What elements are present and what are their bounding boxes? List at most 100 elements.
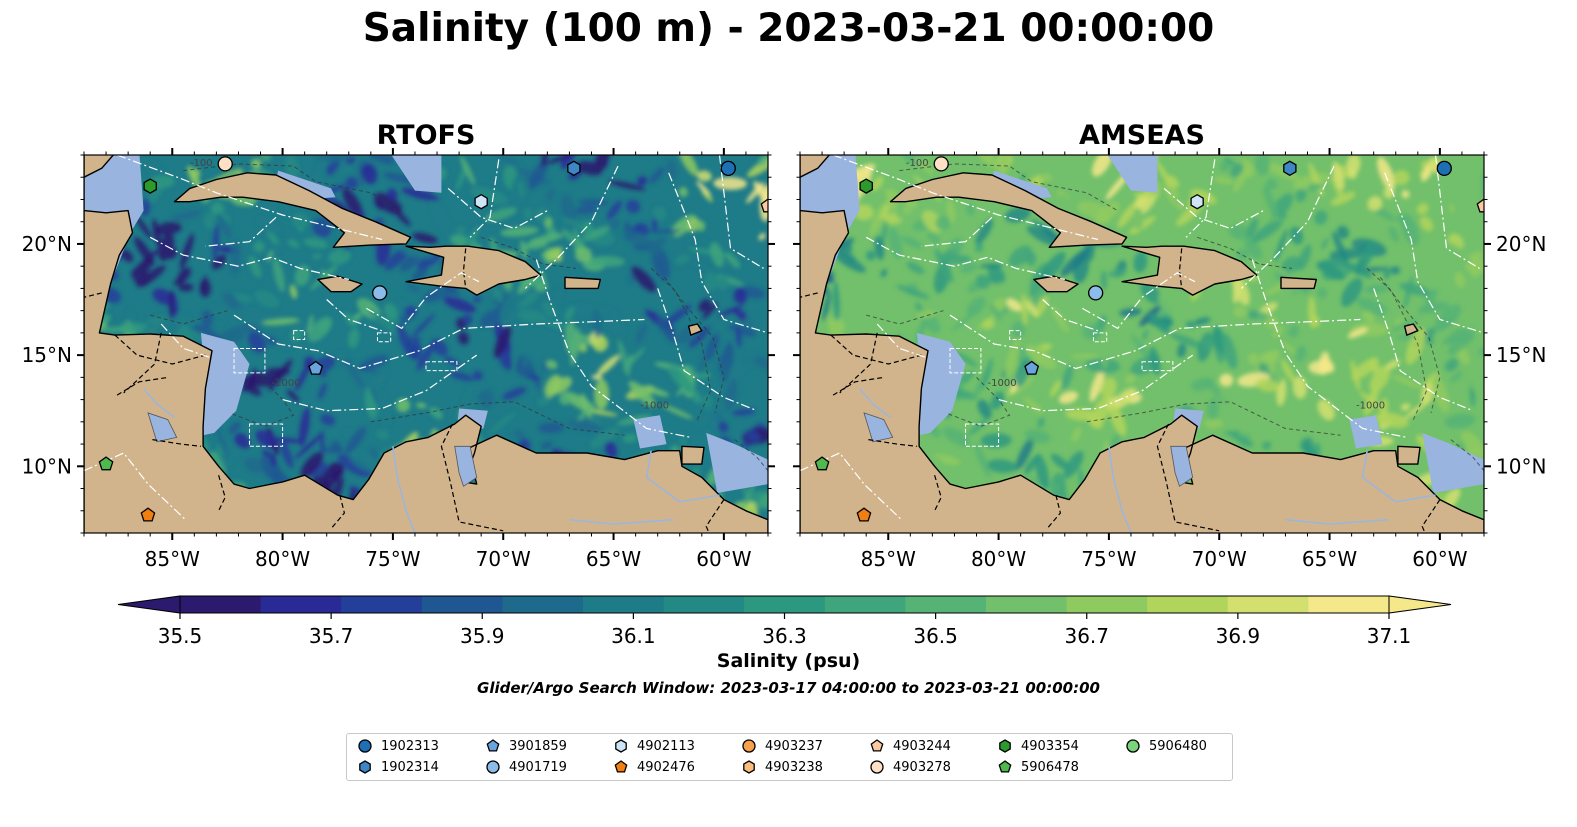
colorbar-tick-label: 36.5 [913,624,958,648]
colorbar-bin [1147,596,1229,613]
legend-label: 1902313 [381,738,439,754]
panel-title-rtofs: RTOFS [376,120,476,151]
contour-label: -100 [190,158,213,169]
lat-tick-label: 15°N [22,343,72,367]
depth-contour [1366,268,1428,420]
float-1902313 [720,160,736,176]
colorbar-bin [583,596,665,613]
legend-label: 4903354 [1021,738,1079,754]
river [1285,518,1390,525]
land-hispaniola [405,245,542,296]
legend-label: 4902113 [637,738,695,754]
colorbar-bin [1066,596,1148,613]
map-panel-rtofs: -100 -1000 -1000 85°W 80°W 75°W 70°W 65°W 60°W 20… [22,148,775,571]
colorbar-tick-label: 35.5 [158,624,203,648]
panel-title-amseas: AMSEAS [1079,120,1205,151]
lat-tick-label: 20°N [1496,232,1546,256]
eez-boundary [1434,155,1480,269]
country-border [84,292,102,298]
shallow-area [276,170,336,200]
float-4902113 [474,193,488,210]
country-border [800,292,818,298]
shallow-area [1107,155,1158,193]
legend-item-4902113: 4902113 [613,737,695,755]
river [392,446,416,533]
colorbar-bin [421,596,503,613]
float-3901859 [1024,360,1040,375]
eez-boundary [668,172,768,334]
lake [147,412,178,443]
colorbar-tick-label: 36.3 [762,624,807,648]
lon-tick-label: 60°W [696,547,751,571]
legend-item-1902313: 1902313 [357,737,439,755]
lake [1170,445,1194,487]
legend-item-4903244: 4903244 [869,737,951,755]
lon-tick-label: 65°W [586,547,641,571]
contour-label: -1000 [988,378,1017,389]
colorbar-bin [180,596,262,613]
lake [454,445,478,487]
float-5906478 [98,456,114,471]
eez-boundary [447,187,548,230]
figure-title: Salinity (100 m) - 2023-03-21 00:00:00 [362,6,1215,51]
river [142,387,175,419]
depth-contour [150,310,228,325]
lat-tick-label: 20°N [22,232,72,256]
land-yucatan_extra [84,155,115,178]
eez-boundary [326,299,383,332]
colorbar-bin [663,596,745,613]
country-border [868,439,917,447]
country-border [123,332,162,394]
axis-ticks [77,148,775,540]
protected-area-box [293,330,306,341]
country-border [218,475,226,512]
depth-contour [734,439,768,472]
colorbar-tick-label: 36.9 [1216,624,1261,648]
legend-marker-icon [358,739,372,753]
legend-marker-icon [743,760,755,774]
float-4902476 [856,507,872,522]
land-puertorico [564,276,601,290]
eez-boundary [233,314,645,370]
eez-boundary [1251,259,1407,438]
legend-item-4903354: 4903354 [997,737,1079,755]
depth-contour [899,163,1118,212]
lon-tick-label: 75°W [365,547,420,571]
lake [863,412,894,443]
float-4903278 [933,156,949,172]
legend-marker-icon [742,739,756,753]
legend-label: 4903238 [765,759,823,775]
depth-contour [866,310,944,325]
colorbar-bin [986,596,1068,613]
land-lesser [687,323,703,336]
legend-item-3901859: 3901859 [485,737,567,755]
colorbar-tick-label: 35.9 [460,624,505,648]
float-1902313 [1436,160,1452,176]
map-panel-amseas: -100 -1000 -1000 85°W 80°W 75°W 70°W 65°W 60°W 20… [793,148,1546,571]
river [858,387,891,419]
protected-area-box [1141,361,1174,372]
depth-contour [229,377,295,427]
legend-label: 5906478 [1021,759,1079,775]
legend-item-5906480: 5906480 [1125,737,1207,755]
legend-label: 3901859 [509,738,567,754]
eez-boundary [998,354,1194,412]
country-border [1046,495,1062,529]
eez-boundary [949,314,1361,370]
country-border [1156,423,1220,532]
eez-boundary [469,159,500,238]
river [1108,446,1132,533]
legend-item-1902314: 1902314 [357,758,439,776]
country-border [114,334,206,365]
legend-marker-icon [486,760,500,774]
lon-tick-label: 60°W [1412,547,1467,571]
float-4903354 [859,178,873,194]
colorbar-tick-label: 36.7 [1064,624,1109,648]
colorbar-tick-label: 36.1 [611,624,656,648]
legend-marker-icon [359,760,371,774]
eez-boundary [718,155,764,269]
colorbar-bin [905,596,987,613]
eez-boundary [535,259,691,438]
eez-boundary [524,165,619,289]
